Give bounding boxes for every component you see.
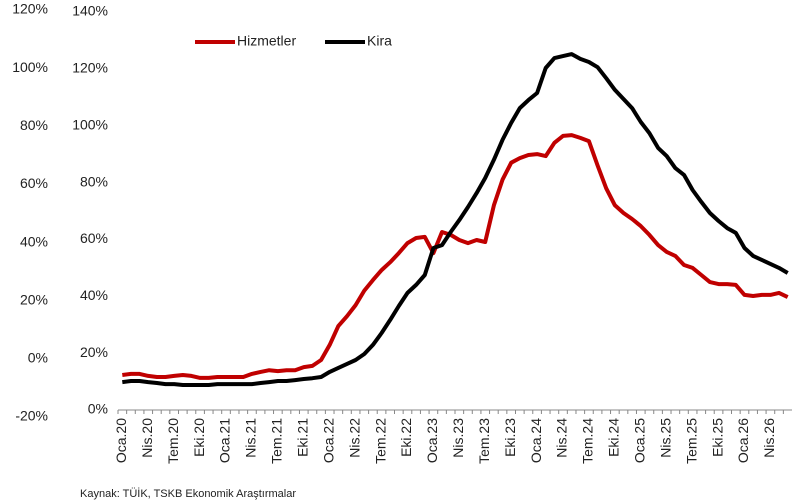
series-line [122,133,789,380]
x-tick-label: Tem.22 [372,418,388,464]
legend-label: Kira [367,33,392,49]
x-tick-label: Tem.21 [269,418,285,464]
y-tick-label: 0% [88,401,108,417]
x-tick-label: Nis.21 [243,418,259,458]
x-tick-label: Tem.23 [476,418,492,464]
x-tick-label: Oca.25 [631,418,647,463]
y-tick-label: 60% [80,230,108,246]
x-tick-label: Oca.26 [735,418,751,463]
x-tick-label: Eki.24 [606,418,622,457]
y2-tick-label: 120% [12,1,48,17]
x-tick-label: Nis.22 [346,418,362,458]
x-tick-label: Oca.21 [217,418,233,463]
y2-tick-label: -20% [15,408,48,424]
x-tick-label: Nis.20 [139,418,155,458]
x-tick-label: Eki.21 [294,418,310,457]
x-tick-label: Oca.23 [424,418,440,463]
series-line [122,52,789,387]
x-tick-label: Oca.24 [528,418,544,463]
y-tick-label: 140% [72,3,108,19]
x-tick-label: Nis.23 [450,418,466,458]
x-tick-label: Eki.23 [502,418,518,457]
y-tick-label: 100% [72,116,108,132]
x-tick-label: Eki.25 [709,418,725,457]
x-tick-label: Nis.25 [657,418,673,458]
x-tick-label: Eki.20 [191,418,207,457]
x-tick-label: Tem.20 [165,418,181,464]
y2-tick-label: 100% [12,59,48,75]
x-tick-label: Eki.22 [398,418,414,457]
x-tick-label: Oca.20 [113,418,129,463]
x-tick-label: Oca.22 [320,418,336,463]
y2-tick-label: 80% [20,117,48,133]
y2-tick-label: 40% [20,233,48,249]
y2-tick-label: 0% [28,350,48,366]
y-tick-label: 40% [80,287,108,303]
source-note: Kaynak: TÜİK, TSKB Ekonomik Araştırmalar [80,487,296,500]
x-tick-label: Nis.24 [554,418,570,458]
y-tick-label: 120% [72,60,108,76]
y-tick-label: 80% [80,173,108,189]
x-tick-label: Nis.26 [761,418,777,458]
y2-tick-label: 20% [20,291,48,307]
x-tick-label: Tem.24 [580,418,596,464]
y-tick-label: 20% [80,344,108,360]
y2-tick-label: 60% [20,175,48,191]
x-tick-label: Tem.25 [683,418,699,464]
legend-label: Hizmetler [237,33,296,49]
